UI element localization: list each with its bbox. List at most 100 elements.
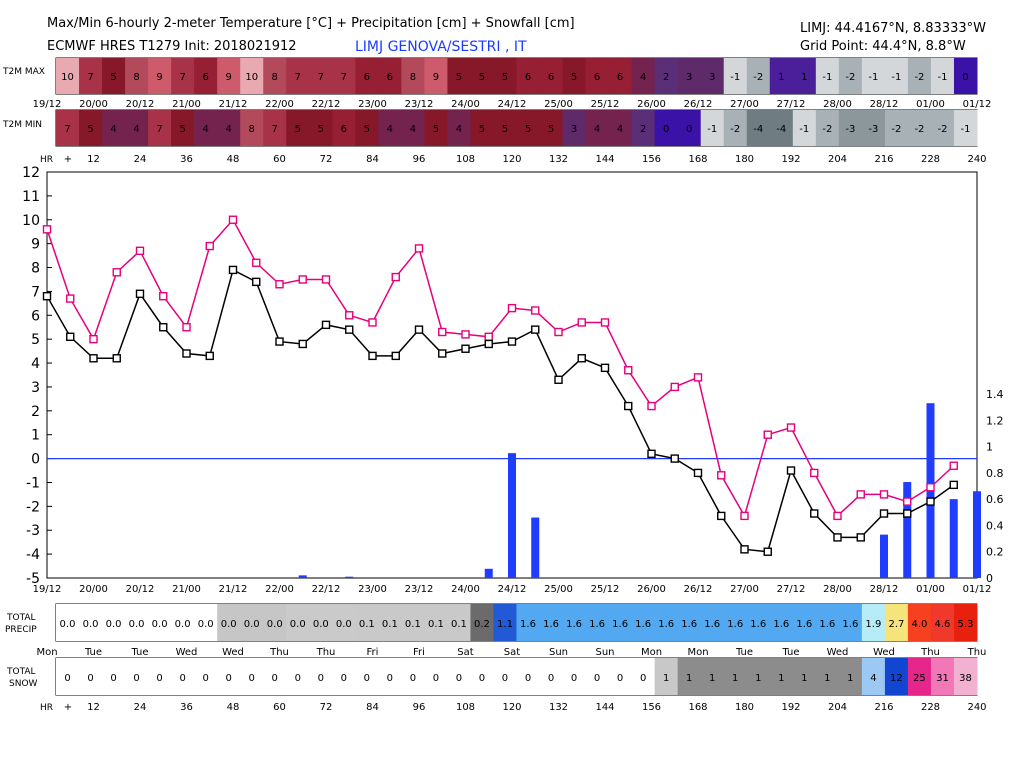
t2m-max-cell (769, 58, 794, 94)
precip-cell (631, 604, 656, 641)
precip-cell (861, 604, 886, 641)
t2m-min-cell-label: 4 (226, 124, 232, 135)
t2m-max-cell-label: 7 (179, 72, 185, 83)
y-tick-left: -4 (26, 547, 40, 563)
t2m-max-point (717, 471, 726, 480)
snow-cell-label: 0 (617, 673, 623, 684)
t2m-max-point (228, 215, 238, 224)
snow-cell (815, 658, 840, 695)
hour-tick-bottom: 36 (180, 702, 193, 713)
precip-cell-label: 0.1 (359, 619, 375, 630)
t2m-max-cell (56, 58, 80, 94)
date-tick-bottom: 22/12 (312, 584, 341, 595)
snow-cell-label: 1 (709, 673, 715, 684)
total-snow-label-1: TOTAL (6, 667, 36, 677)
t2m-max-cell (585, 58, 610, 94)
station-name: LIMJ GENOVA/SESTRI , IT (355, 39, 527, 55)
t2m-min-cell (424, 110, 448, 146)
hour-tick-top: 12 (87, 154, 100, 165)
hour-tick-bottom: 96 (413, 702, 426, 713)
t2m-max-point (42, 225, 52, 234)
snow-cell-label: 0 (179, 673, 185, 684)
snow-cell (263, 658, 287, 695)
t2m-min-point (321, 320, 331, 330)
t2m-max-point (833, 511, 842, 521)
y-tick-right: 0.2 (986, 546, 1004, 559)
t2m-max-point (391, 272, 400, 282)
date-tick-bottom: 24/00 (451, 584, 480, 595)
t2m-max-cell-label: 9 (156, 72, 162, 83)
y-tick-right: 1.4 (986, 388, 1004, 401)
t2m-min-point (647, 449, 656, 459)
hour-tick-top: 36 (180, 154, 193, 165)
hour-tick-bottom: 204 (828, 702, 847, 713)
t2m-min-cell-label: 4 (594, 124, 600, 135)
t2m-max-cell-label: -2 (845, 72, 855, 83)
t2m-max-cell (746, 58, 771, 94)
t2m-max-cell-label: 9 (226, 72, 232, 83)
y-tick-left: -5 (26, 571, 40, 587)
date-tick-top: 22/00 (265, 99, 294, 110)
precip-cell (700, 604, 725, 641)
snow-cell (447, 658, 471, 695)
snow-cell (148, 658, 172, 695)
precip-cell (309, 604, 333, 641)
snow-cell (125, 658, 149, 695)
t2m-min-cell-label: -1 (707, 124, 717, 135)
precip-cell-label: 0.0 (290, 619, 306, 630)
snow-cell (884, 658, 909, 695)
t2m-max-point (670, 382, 679, 392)
t2m-min-point (507, 337, 517, 346)
t2m-max-point (461, 330, 470, 339)
t2m-max-cell-label: 2 (663, 72, 669, 83)
t2m-min-point (345, 325, 354, 334)
hour-tick-bottom: 60 (273, 702, 286, 713)
t2m-max-cell-label: 6 (525, 72, 531, 83)
precip-cell-label: 1.6 (727, 619, 743, 630)
date-tick-top: 24/00 (451, 99, 480, 110)
t2m-min-cell-label: 3 (571, 124, 577, 135)
t2m-max-cell (194, 58, 218, 94)
t2m-min-cell (194, 110, 218, 146)
t2m-max-cell-label: 6 (617, 72, 623, 83)
precip-cell (79, 604, 103, 641)
snow-cell (332, 658, 356, 695)
day-tick: Sun (595, 647, 614, 658)
t2m-min-cell (585, 110, 610, 146)
hour-tick-top: 240 (967, 154, 986, 165)
t2m-min-point (159, 323, 168, 332)
hour-tick-top: 96 (413, 154, 426, 165)
date-tick-bottom: 23/12 (405, 584, 434, 595)
snow-cell-label: 0 (571, 673, 577, 684)
y-tick-left: 0 (31, 452, 40, 468)
date-tick-bottom: 28/12 (870, 584, 899, 595)
hour-tick-top: 84 (366, 154, 379, 165)
hour-tick-top: 216 (874, 154, 893, 165)
t2m-max-label: T2M MAX (2, 67, 45, 77)
precip-cell-label: 0.0 (221, 619, 237, 630)
snow-cell-label: 0 (640, 673, 646, 684)
date-tick-bottom: 27/00 (730, 584, 759, 595)
precip-cell-label: 1.6 (819, 619, 835, 630)
t2m-min-cell (148, 110, 172, 146)
precip-cell (953, 604, 978, 641)
y-tick-left: -1 (26, 475, 40, 491)
precip-cell-label: 1.6 (658, 619, 674, 630)
t2m-max-cell-label: -1 (822, 72, 832, 83)
t2m-max-cell (861, 58, 886, 94)
precip-cell (516, 604, 541, 641)
t2m-max-point (414, 244, 424, 253)
t2m-max-cell (723, 58, 748, 94)
t2m-max-point (298, 275, 307, 284)
precip-cell (286, 604, 310, 641)
t2m-min-cell (539, 110, 564, 146)
t2m-min-cell-label: -2 (730, 124, 740, 135)
t2m-min-cell-label: 8 (249, 124, 255, 135)
y-tick-left: -2 (26, 499, 40, 515)
day-tick: Tue (735, 647, 753, 658)
day-tick: Wed (873, 647, 895, 658)
date-tick-top: 19/12 (33, 99, 62, 110)
hour-tick-bottom: 120 (502, 702, 521, 713)
t2m-max-point (926, 483, 935, 492)
t2m-max-cell-label: 7 (318, 72, 324, 83)
